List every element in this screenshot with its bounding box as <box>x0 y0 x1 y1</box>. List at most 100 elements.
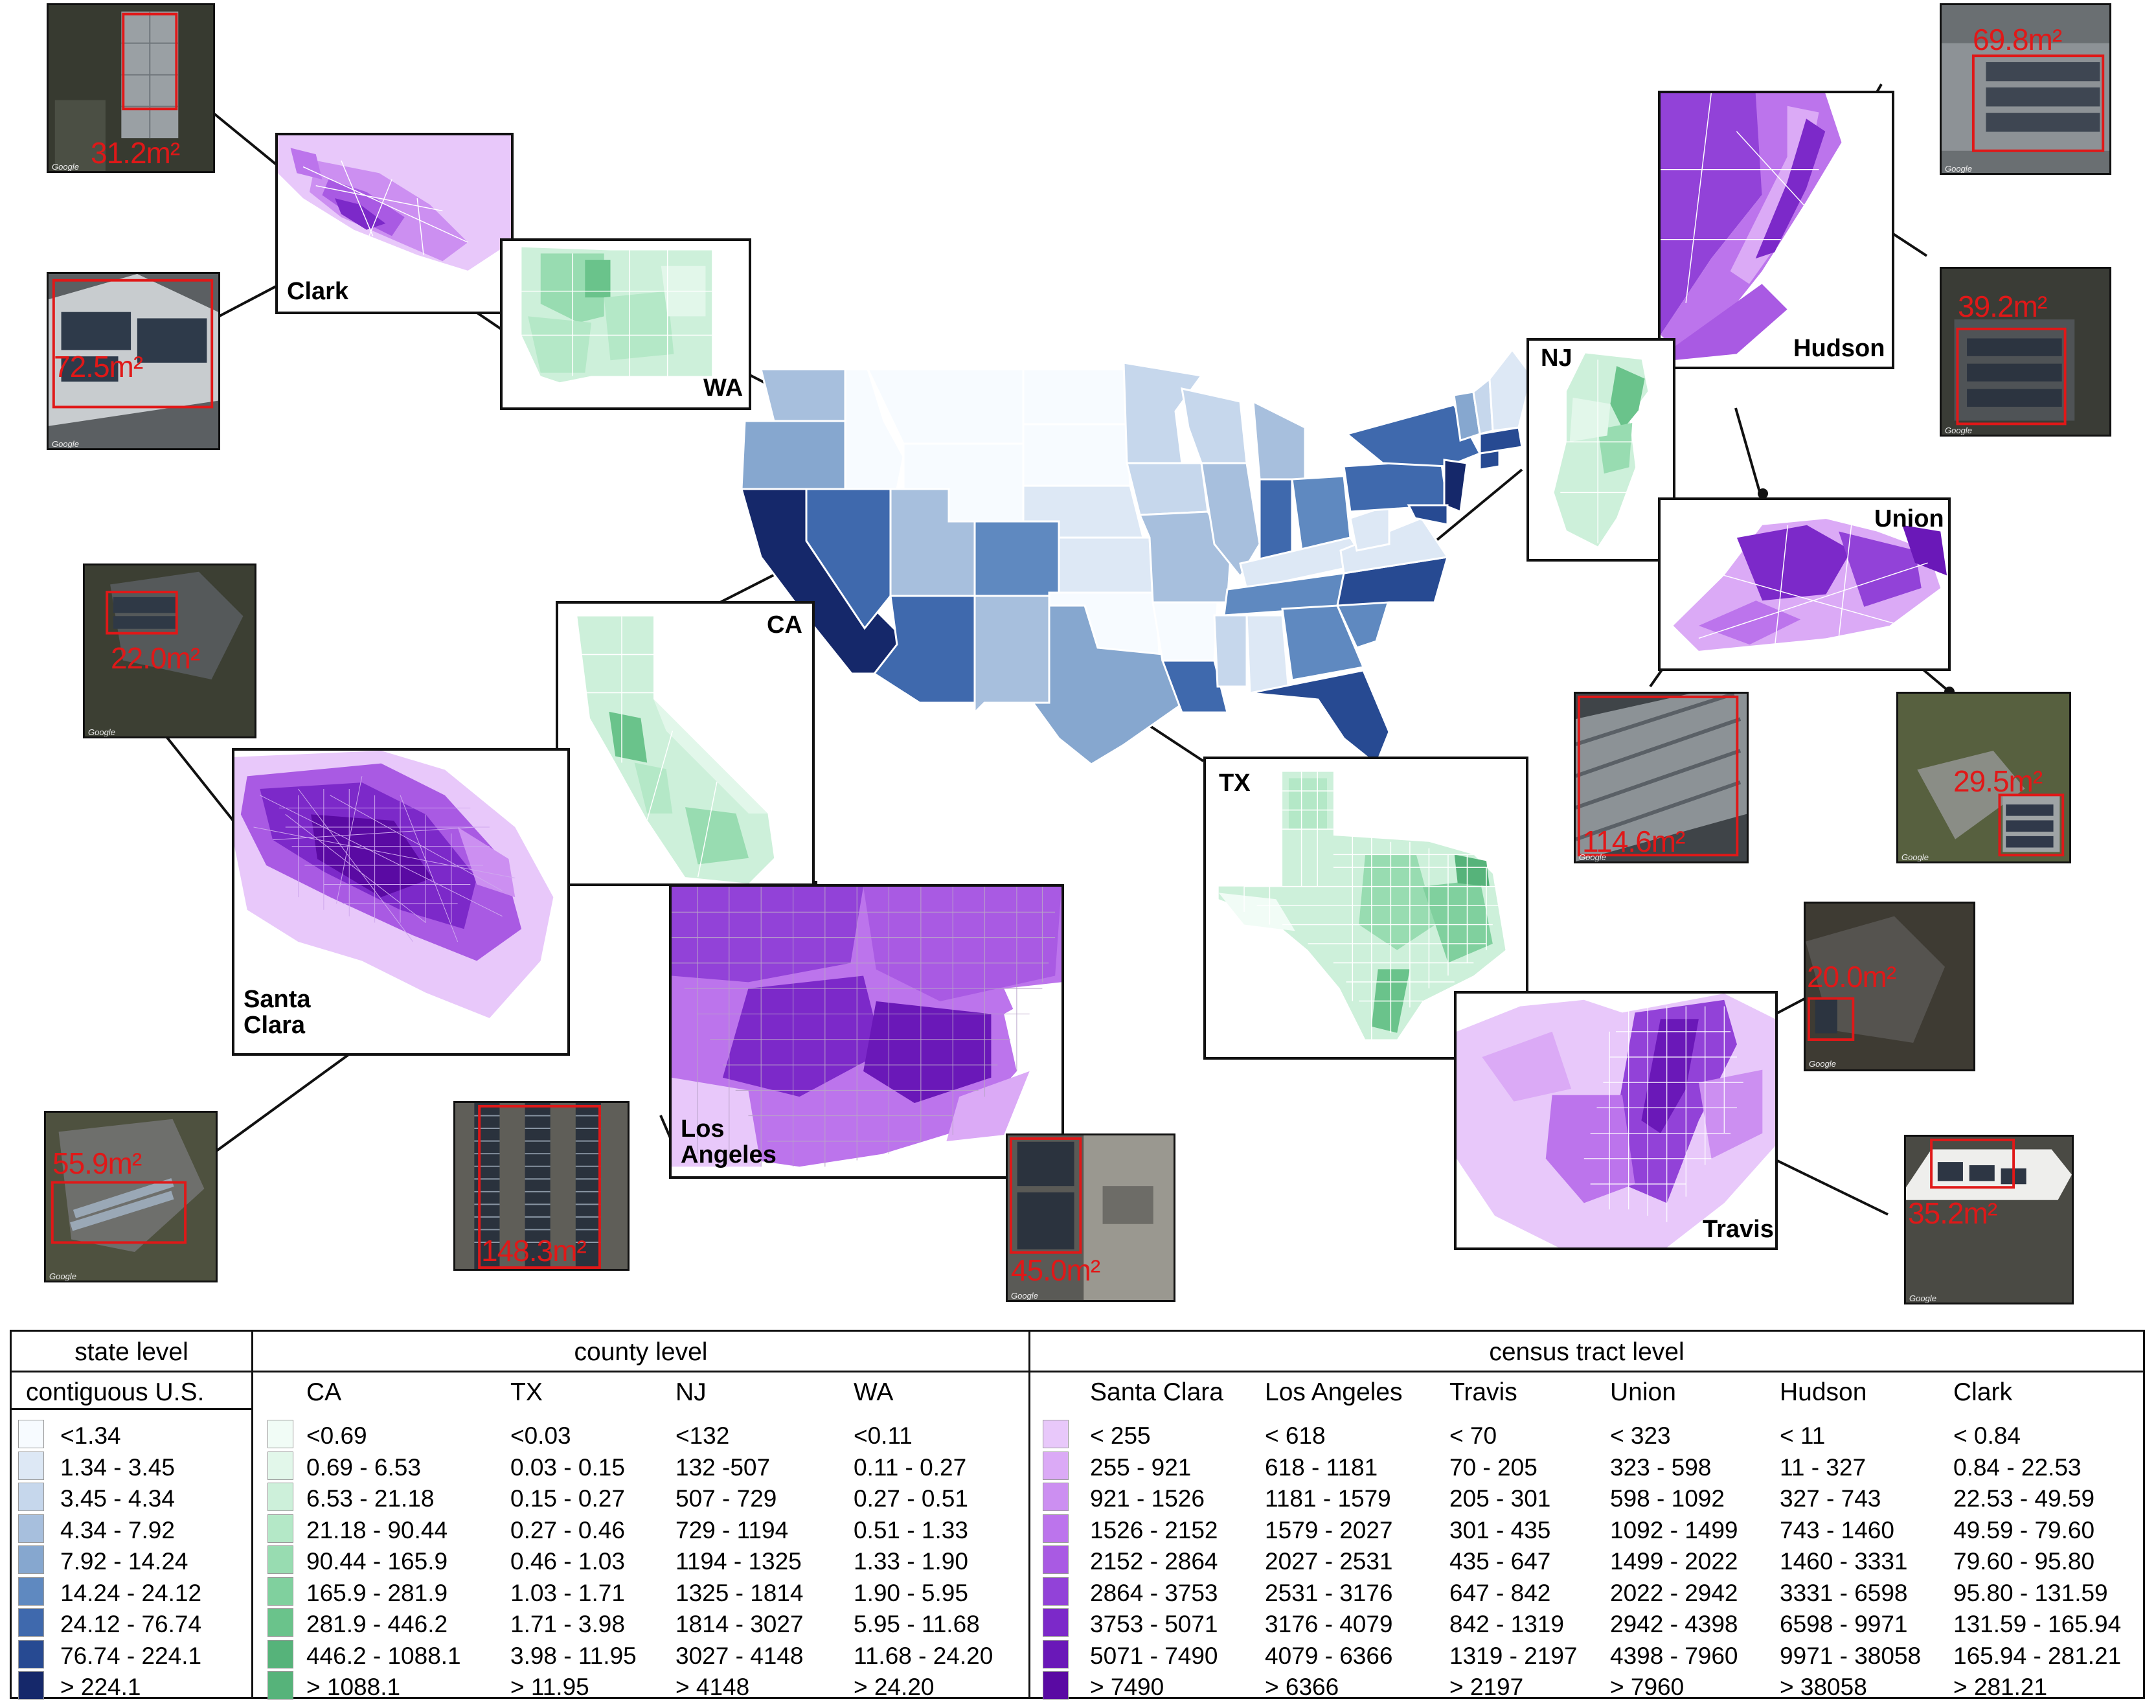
legend-range: 301 - 435 <box>1449 1516 1551 1543</box>
legend-range: <0.11 <box>854 1422 913 1449</box>
state-wa <box>760 368 850 422</box>
inset-label-santa-clara: Santa Clara <box>244 986 311 1039</box>
state-in <box>1258 478 1293 565</box>
legend-range: <1.34 <box>60 1422 121 1449</box>
legend-range: 1.90 - 5.95 <box>854 1579 968 1606</box>
legend-range: 0.03 - 0.15 <box>510 1453 625 1481</box>
legend-column-title: WA <box>854 1378 894 1406</box>
legend-range: 0.51 - 1.33 <box>854 1516 968 1543</box>
legend-table: state level county level census tract le… <box>10 1330 2145 1700</box>
legend-swatch <box>18 1608 44 1637</box>
legend-swatch <box>18 1545 44 1574</box>
google-watermark: Google <box>88 727 115 737</box>
legend-range: 1526 - 2152 <box>1090 1516 1218 1543</box>
legend-swatch <box>267 1545 293 1574</box>
satellite-hudson-2: 39.2m² Google <box>1940 267 2111 437</box>
legend-range: > 7490 <box>1090 1674 1164 1700</box>
legend-range: 1814 - 3027 <box>675 1611 804 1637</box>
google-watermark: Google <box>52 439 79 449</box>
legend-range: 70 - 205 <box>1449 1453 1538 1481</box>
state-al <box>1245 614 1290 694</box>
legend-range: 0.27 - 0.46 <box>510 1516 625 1543</box>
satellite-santa-clara-2: 55.9m² Google <box>44 1111 218 1282</box>
legend-range: 1.03 - 1.71 <box>510 1579 625 1606</box>
legend-swatch <box>18 1671 44 1700</box>
legend-swatch <box>1043 1577 1069 1606</box>
legend-range: < 618 <box>1265 1422 1326 1449</box>
legend-range: 0.15 - 0.27 <box>510 1485 625 1512</box>
legend-range: 49.59 - 79.60 <box>1953 1516 2095 1543</box>
inset-hudson: Hudson <box>1658 91 1894 369</box>
legend-range: 5.95 - 11.68 <box>854 1611 980 1637</box>
state-me <box>1488 350 1532 432</box>
state-co <box>973 520 1060 597</box>
legend-range: 95.80 - 131.59 <box>1953 1579 2108 1606</box>
legend-range: 446.2 - 1088.1 <box>306 1642 461 1669</box>
legend-range: > 2197 <box>1449 1674 1524 1700</box>
legend-state-header: state level <box>74 1338 188 1366</box>
inset-label-travis: Travis <box>1703 1216 1774 1243</box>
satellite-clark-1: 31.2m² Google <box>47 3 215 173</box>
legend-range: > 224.1 <box>60 1674 141 1700</box>
satellite-union-2: 29.5m² Google <box>1896 692 2071 863</box>
legend-range: 2022 - 2942 <box>1610 1579 1738 1606</box>
google-watermark: Google <box>1945 426 1972 435</box>
inset-label-nj: NJ <box>1541 345 1572 372</box>
legend-column-title: TX <box>510 1378 543 1406</box>
legend-swatch <box>267 1420 293 1448</box>
legend-range: < 323 <box>1610 1422 1671 1449</box>
state-ms <box>1213 614 1248 688</box>
google-watermark: Google <box>1945 164 1972 174</box>
legend-range: 0.46 - 1.03 <box>510 1548 625 1575</box>
state-tx <box>984 604 1190 764</box>
area-label: 22.0m² <box>111 641 200 675</box>
satellite-clark-2: 72.5m² Google <box>47 272 220 450</box>
legend-range: 132 -507 <box>675 1453 771 1481</box>
state-ar <box>1152 601 1219 662</box>
legend-range: 165.94 - 281.21 <box>1953 1642 2122 1669</box>
legend-swatch <box>1043 1483 1069 1511</box>
inset-label-union: Union <box>1874 505 1944 532</box>
legend-range: < 255 <box>1090 1422 1151 1449</box>
legend-swatch <box>267 1671 293 1700</box>
legend-range: 0.69 - 6.53 <box>306 1453 421 1481</box>
inset-label-hudson: Hudson <box>1793 335 1885 362</box>
legend-swatch <box>1043 1514 1069 1543</box>
area-label: 20.0m² <box>1807 960 1896 994</box>
state-nj <box>1443 459 1468 514</box>
satellite-union-1: 114.6m² Google <box>1574 692 1749 863</box>
state-wi <box>1181 387 1248 464</box>
google-watermark: Google <box>1809 1059 1836 1069</box>
legend-range: 1181 - 1579 <box>1265 1485 1391 1512</box>
google-watermark: Google <box>1909 1293 1936 1303</box>
legend-range: 11 - 327 <box>1780 1453 1867 1481</box>
inset-label-tx: TX <box>1219 769 1251 797</box>
legend-range: 1.33 - 1.90 <box>854 1548 968 1575</box>
inset-union: Union <box>1658 497 1951 671</box>
legend-range: 6.53 - 21.18 <box>306 1485 435 1512</box>
legend-column-title: Clark <box>1953 1378 2013 1406</box>
area-label: 72.5m² <box>54 350 143 383</box>
legend-swatch <box>1043 1671 1069 1700</box>
inset-label-clark: Clark <box>287 278 349 305</box>
legend-swatch <box>18 1639 44 1668</box>
legend-range: 3.98 - 11.95 <box>510 1642 637 1669</box>
state-ks <box>1058 536 1154 594</box>
legend-range: 4.34 - 7.92 <box>60 1516 175 1543</box>
legend-range: 2152 - 2864 <box>1090 1548 1218 1575</box>
legend-swatch <box>1043 1608 1069 1637</box>
area-label: 39.2m² <box>1958 290 2047 323</box>
legend-range: 598 - 1092 <box>1610 1485 1725 1512</box>
inset-label-wa: WA <box>703 374 743 402</box>
legend-range: 729 - 1194 <box>675 1516 789 1543</box>
legend-range: > 7960 <box>1610 1674 1685 1700</box>
legend-range: 0.11 - 0.27 <box>854 1453 967 1481</box>
state-ny <box>1345 404 1482 468</box>
legend-swatch <box>267 1514 293 1543</box>
inset-travis: Travis <box>1454 991 1778 1250</box>
legend-range: 205 - 301 <box>1449 1485 1551 1512</box>
satellite-los-angeles-1: 148.3m² <box>453 1101 630 1271</box>
legend-range: 323 - 598 <box>1610 1453 1712 1481</box>
legend-range: 7.92 - 14.24 <box>60 1548 188 1575</box>
state-ia <box>1126 462 1209 516</box>
